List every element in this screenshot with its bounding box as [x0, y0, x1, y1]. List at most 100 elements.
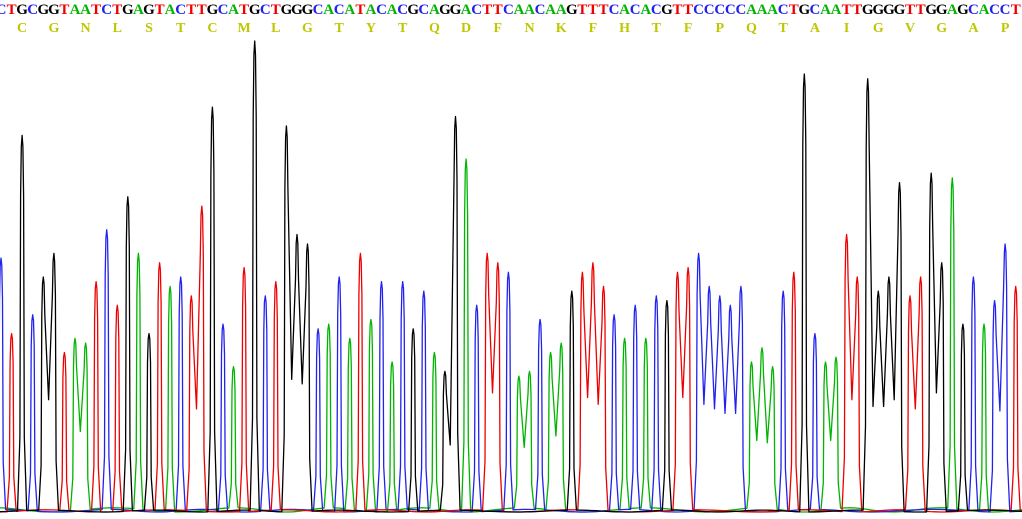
- amino-acid-letter: Q: [746, 21, 757, 36]
- nucleotide-letter: A: [365, 2, 376, 18]
- amino-acid-letter: G: [873, 21, 884, 36]
- nucleotide-letter: G: [48, 2, 60, 18]
- nucleotide-letter: G: [207, 2, 219, 18]
- nucleotide-letter: C: [778, 2, 789, 18]
- nucleotide-letter: A: [619, 2, 630, 18]
- amino-acid-letter: C: [17, 21, 27, 36]
- nucleotide-letter: C: [714, 2, 725, 18]
- nucleotide-letter: T: [683, 2, 693, 18]
- nucleotide-letter: G: [936, 2, 948, 18]
- nucleotide-letter: G: [302, 2, 314, 18]
- nucleotide-letter: G: [862, 2, 874, 18]
- amino-acid-letter: A: [810, 21, 821, 36]
- trace-area: [0, 40, 1022, 513]
- nucleotide-letter: C: [651, 2, 662, 18]
- nucleotide-letter: T: [598, 2, 608, 18]
- nucleotide-letter: G: [37, 2, 49, 18]
- amino-acid-letter: Q: [429, 21, 440, 36]
- nucleotide-letter: C: [1000, 2, 1011, 18]
- nucleotide-letter: A: [947, 2, 958, 18]
- trace-C: [0, 229, 1022, 513]
- nucleotide-letter: T: [355, 2, 365, 18]
- nucleotide-letter: A: [70, 2, 81, 18]
- nucleotide-letter: A: [556, 2, 567, 18]
- nucleotide-letter: A: [831, 2, 842, 18]
- nucleotide-letter: A: [820, 2, 831, 18]
- nucleotide-letter: A: [746, 2, 757, 18]
- nucleotide-letter: G: [661, 2, 673, 18]
- nucleotide-letter: G: [291, 2, 303, 18]
- nucleotide-letter: C: [989, 2, 1000, 18]
- nucleotide-letter: C: [27, 2, 38, 18]
- nucleotide-letter: C: [418, 2, 429, 18]
- nucleotide-letter: T: [916, 2, 926, 18]
- nucleotide-letter: A: [165, 2, 176, 18]
- nucleotide-letter: T: [197, 2, 207, 18]
- amino-acid-letter: D: [461, 21, 471, 36]
- nucleotide-letter: T: [672, 2, 682, 18]
- nucleotide-letter: C: [376, 2, 387, 18]
- amino-acid-letter: G: [302, 21, 313, 36]
- amino-acid-letter: L: [113, 21, 122, 36]
- amino-acid-letter: G: [48, 21, 59, 36]
- nucleotide-letter: C: [735, 2, 746, 18]
- nucleotide-letter: C: [218, 2, 229, 18]
- nucleotide-letter: G: [249, 2, 261, 18]
- amino-acid-letter: S: [145, 21, 153, 36]
- nucleotide-letter: C: [101, 2, 112, 18]
- nucleotide-letter: G: [925, 2, 937, 18]
- amino-acid-letter: L: [271, 21, 280, 36]
- nucleotide-letter: T: [493, 2, 503, 18]
- amino-acid-letter: P: [716, 21, 725, 36]
- amino-acid-letter: F: [589, 21, 598, 36]
- amino-acid-letter: I: [844, 21, 849, 36]
- trace-G: [0, 40, 1022, 513]
- amino-acid-letter: T: [652, 21, 662, 36]
- amino-acid-letter: K: [556, 21, 567, 36]
- nucleotide-letter: C: [397, 2, 408, 18]
- nucleotide-letter: C: [175, 2, 186, 18]
- nucleotide-letter: G: [872, 2, 884, 18]
- nucleotide-letter: G: [957, 2, 969, 18]
- nucleotide-letter: G: [894, 2, 906, 18]
- nucleotide-letter: T: [588, 2, 598, 18]
- nucleotide-letter: C: [535, 2, 546, 18]
- nucleotide-letter: G: [281, 2, 293, 18]
- nucleotide-letter: T: [842, 2, 852, 18]
- nucleotide-letter: A: [228, 2, 239, 18]
- nucleotide-letter: A: [80, 2, 91, 18]
- nucleotide-letter: G: [407, 2, 419, 18]
- nucleotide-letter: G: [566, 2, 578, 18]
- amino-acid-letter: T: [398, 21, 408, 36]
- nucleotide-letter: T: [7, 2, 17, 18]
- amino-acid-letter: F: [494, 21, 503, 36]
- nucleotide-letter: A: [344, 2, 355, 18]
- nucleotide-letter: C: [609, 2, 620, 18]
- amino-acid-letter: N: [81, 21, 91, 36]
- nucleotide-letter: T: [239, 2, 249, 18]
- nucleotide-letter: A: [387, 2, 398, 18]
- nucleotide-letter: A: [524, 2, 535, 18]
- nucleotide-letter: T: [852, 2, 862, 18]
- nucleotide-letter: A: [767, 2, 778, 18]
- nucleotide-letter: A: [640, 2, 651, 18]
- nucleotide-letter: C: [503, 2, 514, 18]
- amino-acid-letter: P: [1001, 21, 1010, 36]
- amino-acid-letter: F: [684, 21, 693, 36]
- nucleotide-letter: G: [16, 2, 28, 18]
- nucleotide-letter: A: [513, 2, 524, 18]
- nucleotide-letter: T: [186, 2, 196, 18]
- nucleotide-letter: A: [461, 2, 472, 18]
- amino-acid-letter: N: [524, 21, 534, 36]
- nucleotide-letter: A: [133, 2, 144, 18]
- amino-acid-letter: V: [905, 21, 915, 36]
- nucleotide-letter: T: [482, 2, 492, 18]
- amino-acid-letter: A: [968, 21, 979, 36]
- nucleotide-letter: C: [809, 2, 820, 18]
- nucleotide-letter: G: [798, 2, 810, 18]
- nucleotide-letter: G: [439, 2, 451, 18]
- amino-acid-letter: M: [237, 21, 250, 36]
